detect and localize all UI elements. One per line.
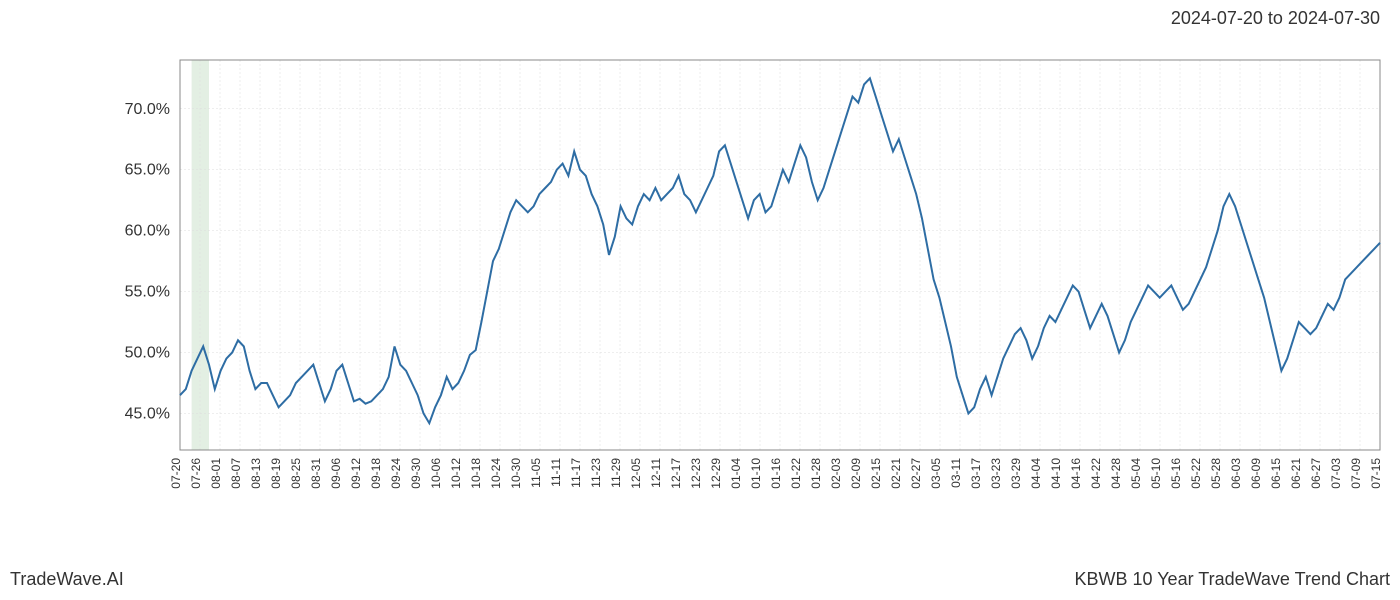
svg-text:04-22: 04-22: [1089, 458, 1103, 489]
svg-text:02-27: 02-27: [909, 458, 923, 489]
svg-text:07-03: 07-03: [1329, 458, 1343, 489]
svg-text:07-09: 07-09: [1349, 458, 1363, 489]
svg-text:03-11: 03-11: [949, 458, 963, 488]
svg-text:08-01: 08-01: [209, 458, 223, 489]
svg-text:11-23: 11-23: [589, 458, 603, 488]
svg-text:10-18: 10-18: [469, 458, 483, 489]
svg-text:45.0%: 45.0%: [125, 405, 170, 422]
svg-text:11-17: 11-17: [569, 458, 583, 488]
svg-text:03-05: 03-05: [929, 458, 943, 489]
svg-text:10-30: 10-30: [509, 458, 523, 489]
svg-text:06-27: 06-27: [1309, 458, 1323, 489]
svg-text:08-13: 08-13: [249, 458, 263, 489]
brand-label: TradeWave.AI: [10, 569, 124, 590]
svg-text:03-17: 03-17: [969, 458, 983, 489]
svg-text:07-20: 07-20: [169, 458, 183, 489]
svg-text:55.0%: 55.0%: [125, 284, 170, 301]
svg-text:09-30: 09-30: [409, 458, 423, 489]
svg-text:12-05: 12-05: [629, 458, 643, 489]
svg-text:70.0%: 70.0%: [125, 101, 170, 118]
svg-text:01-16: 01-16: [769, 458, 783, 489]
svg-text:02-15: 02-15: [869, 458, 883, 489]
svg-text:65.0%: 65.0%: [125, 162, 170, 179]
svg-text:12-29: 12-29: [709, 458, 723, 489]
svg-text:50.0%: 50.0%: [125, 345, 170, 362]
svg-text:06-09: 06-09: [1249, 458, 1263, 489]
svg-text:11-29: 11-29: [609, 458, 623, 488]
chart-title: KBWB 10 Year TradeWave Trend Chart: [1075, 569, 1391, 590]
date-range-label: 2024-07-20 to 2024-07-30: [1171, 8, 1380, 29]
svg-text:11-05: 11-05: [529, 458, 543, 488]
svg-text:04-28: 04-28: [1109, 458, 1123, 489]
svg-text:10-24: 10-24: [489, 458, 503, 489]
svg-text:08-19: 08-19: [269, 458, 283, 489]
svg-text:10-12: 10-12: [449, 458, 463, 489]
svg-text:08-31: 08-31: [309, 458, 323, 489]
svg-text:04-04: 04-04: [1029, 458, 1043, 489]
svg-text:05-04: 05-04: [1129, 458, 1143, 489]
svg-text:07-15: 07-15: [1369, 458, 1383, 489]
svg-text:08-25: 08-25: [289, 458, 303, 489]
svg-text:04-10: 04-10: [1049, 458, 1063, 489]
svg-text:06-15: 06-15: [1269, 458, 1283, 489]
svg-text:12-17: 12-17: [669, 458, 683, 489]
svg-text:05-16: 05-16: [1169, 458, 1183, 489]
svg-text:60.0%: 60.0%: [125, 223, 170, 240]
svg-text:06-03: 06-03: [1229, 458, 1243, 489]
svg-text:01-28: 01-28: [809, 458, 823, 489]
svg-text:07-26: 07-26: [189, 458, 203, 489]
svg-text:05-22: 05-22: [1189, 458, 1203, 489]
svg-text:01-22: 01-22: [789, 458, 803, 489]
chart-svg: 45.0% 50.0% 55.0% 60.0% 65.0% 70.0% 07-20 07-26…: [70, 50, 1390, 490]
svg-text:03-29: 03-29: [1009, 458, 1023, 489]
svg-text:09-06: 09-06: [329, 458, 343, 489]
svg-text:06-21: 06-21: [1289, 458, 1303, 489]
svg-text:05-10: 05-10: [1149, 458, 1163, 489]
svg-text:09-18: 09-18: [369, 458, 383, 489]
svg-text:05-28: 05-28: [1209, 458, 1223, 489]
svg-text:09-24: 09-24: [389, 458, 403, 489]
svg-text:08-07: 08-07: [229, 458, 243, 489]
svg-text:04-16: 04-16: [1069, 458, 1083, 489]
svg-text:03-23: 03-23: [989, 458, 1003, 489]
svg-text:02-03: 02-03: [829, 458, 843, 489]
svg-text:09-12: 09-12: [349, 458, 363, 489]
svg-text:02-09: 02-09: [849, 458, 863, 489]
svg-text:01-10: 01-10: [749, 458, 763, 489]
svg-text:01-04: 01-04: [729, 458, 743, 489]
svg-text:12-11: 12-11: [649, 458, 663, 488]
svg-text:11-11: 11-11: [549, 458, 563, 487]
svg-text:10-06: 10-06: [429, 458, 443, 489]
svg-text:12-23: 12-23: [689, 458, 703, 489]
svg-text:02-21: 02-21: [889, 458, 903, 489]
trend-chart: 45.0% 50.0% 55.0% 60.0% 65.0% 70.0% 07-20 07-26…: [70, 50, 1390, 490]
